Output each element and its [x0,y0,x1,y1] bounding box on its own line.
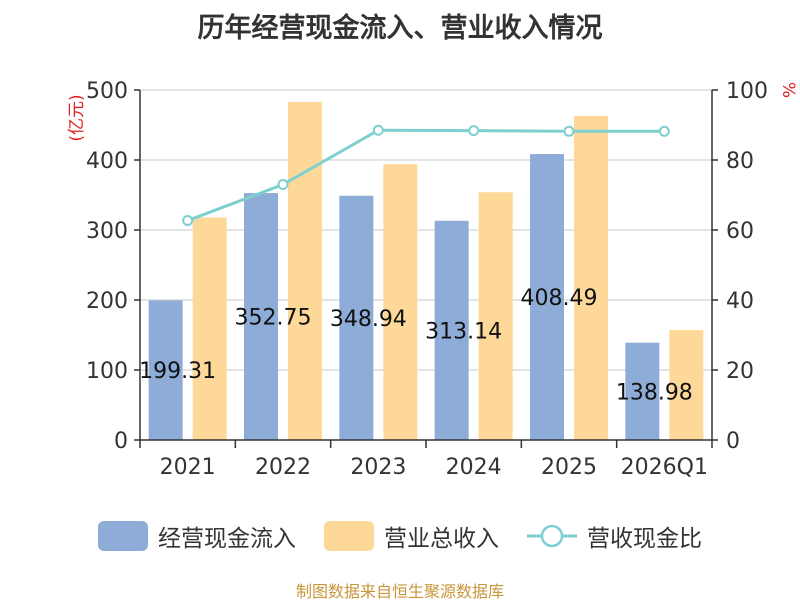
x-tick-label: 2021 [160,455,216,480]
data-labels: 199.31 352.75 348.94 313.14 408.49 138.98 [139,286,693,405]
legend-item-revenue[interactable]: 营业总收入 [324,519,499,553]
y-left-tick-label: 200 [86,289,128,314]
y-right-tick-label: 0 [726,429,740,454]
y-left-tick-label: 500 [86,79,128,104]
x-tick-label: 2026Q1 [621,455,708,480]
bar-cash-inflow [434,220,469,440]
data-label-cash-inflow: 352.75 [235,306,312,331]
bar-revenue [383,164,418,440]
x-tick-label: 2023 [350,455,406,480]
data-label-cash-inflow: 348.94 [330,307,407,332]
bar-cash-inflow [530,154,564,440]
grid-lines [140,89,712,371]
ratio-point [277,179,289,190]
legend-swatch-revenue [324,521,374,551]
y-left-tick-label: 0 [114,429,128,454]
legend-item-ratio[interactable]: 营收现金比 [527,519,702,553]
bar-revenue [288,101,322,441]
y-right-tick-label: 80 [726,149,754,174]
bar-revenue [478,192,513,440]
data-label-cash-inflow: 199.31 [139,359,216,384]
x-tick-label: 2022 [255,455,311,480]
bar-cash-inflow [244,193,278,440]
legend-label-revenue: 营业总收入 [384,526,499,552]
legend-swatch-ratio [527,524,577,548]
bar-cash-inflow [339,195,374,440]
ratio-point [372,124,384,136]
y-left-tick-label: 100 [86,359,128,384]
legend-item-cash[interactable]: 经营现金流入 [98,519,296,553]
legend-label-ratio: 营收现金比 [587,526,702,552]
bar-cash-inflow [148,300,183,440]
y-left-tick-label: 400 [86,149,128,174]
y-right-unit-label: % [778,82,798,98]
bar-revenue [192,217,227,440]
ratio-line [187,128,665,222]
y-left-tick-label: 300 [86,219,128,244]
ratio-point [182,215,194,227]
ratio-line-layer [182,124,670,227]
bar-revenue [574,115,608,441]
legend-swatch-cash [98,521,148,551]
bar-cash-inflow [625,342,660,440]
bar-layer [148,101,704,441]
data-label-cash-inflow: 313.14 [425,319,502,344]
legend-label-cash: 经营现金流入 [158,526,296,552]
y-right-tick-label: 20 [726,359,754,384]
bar-revenue [669,330,704,440]
y-left-unit-label: (亿元) [67,94,87,141]
y-right-tick-label: 100 [726,79,768,104]
axes: 0 100 200 300 400 500 0 20 40 60 80 100 (亿元)% 2021 202… [67,79,798,480]
chart-title: 历年经营现金流入、营业收入情况 [197,13,603,44]
y-right-tick-label: 60 [726,219,754,244]
data-label-cash-inflow: 138.98 [616,380,693,405]
ratio-point [563,125,575,137]
ratio-point [468,125,480,137]
ratio-point [658,125,670,137]
x-tick-label: 2025 [541,455,597,480]
data-label-cash-inflow: 408.49 [521,286,598,311]
x-tick-label: 2024 [446,455,502,480]
legend: 经营现金流入 营业总收入 营收现金比 [0,516,800,556]
y-right-tick-label: 40 [726,289,754,314]
source-note: 制图数据来自恒生聚源数据库 [295,582,504,601]
